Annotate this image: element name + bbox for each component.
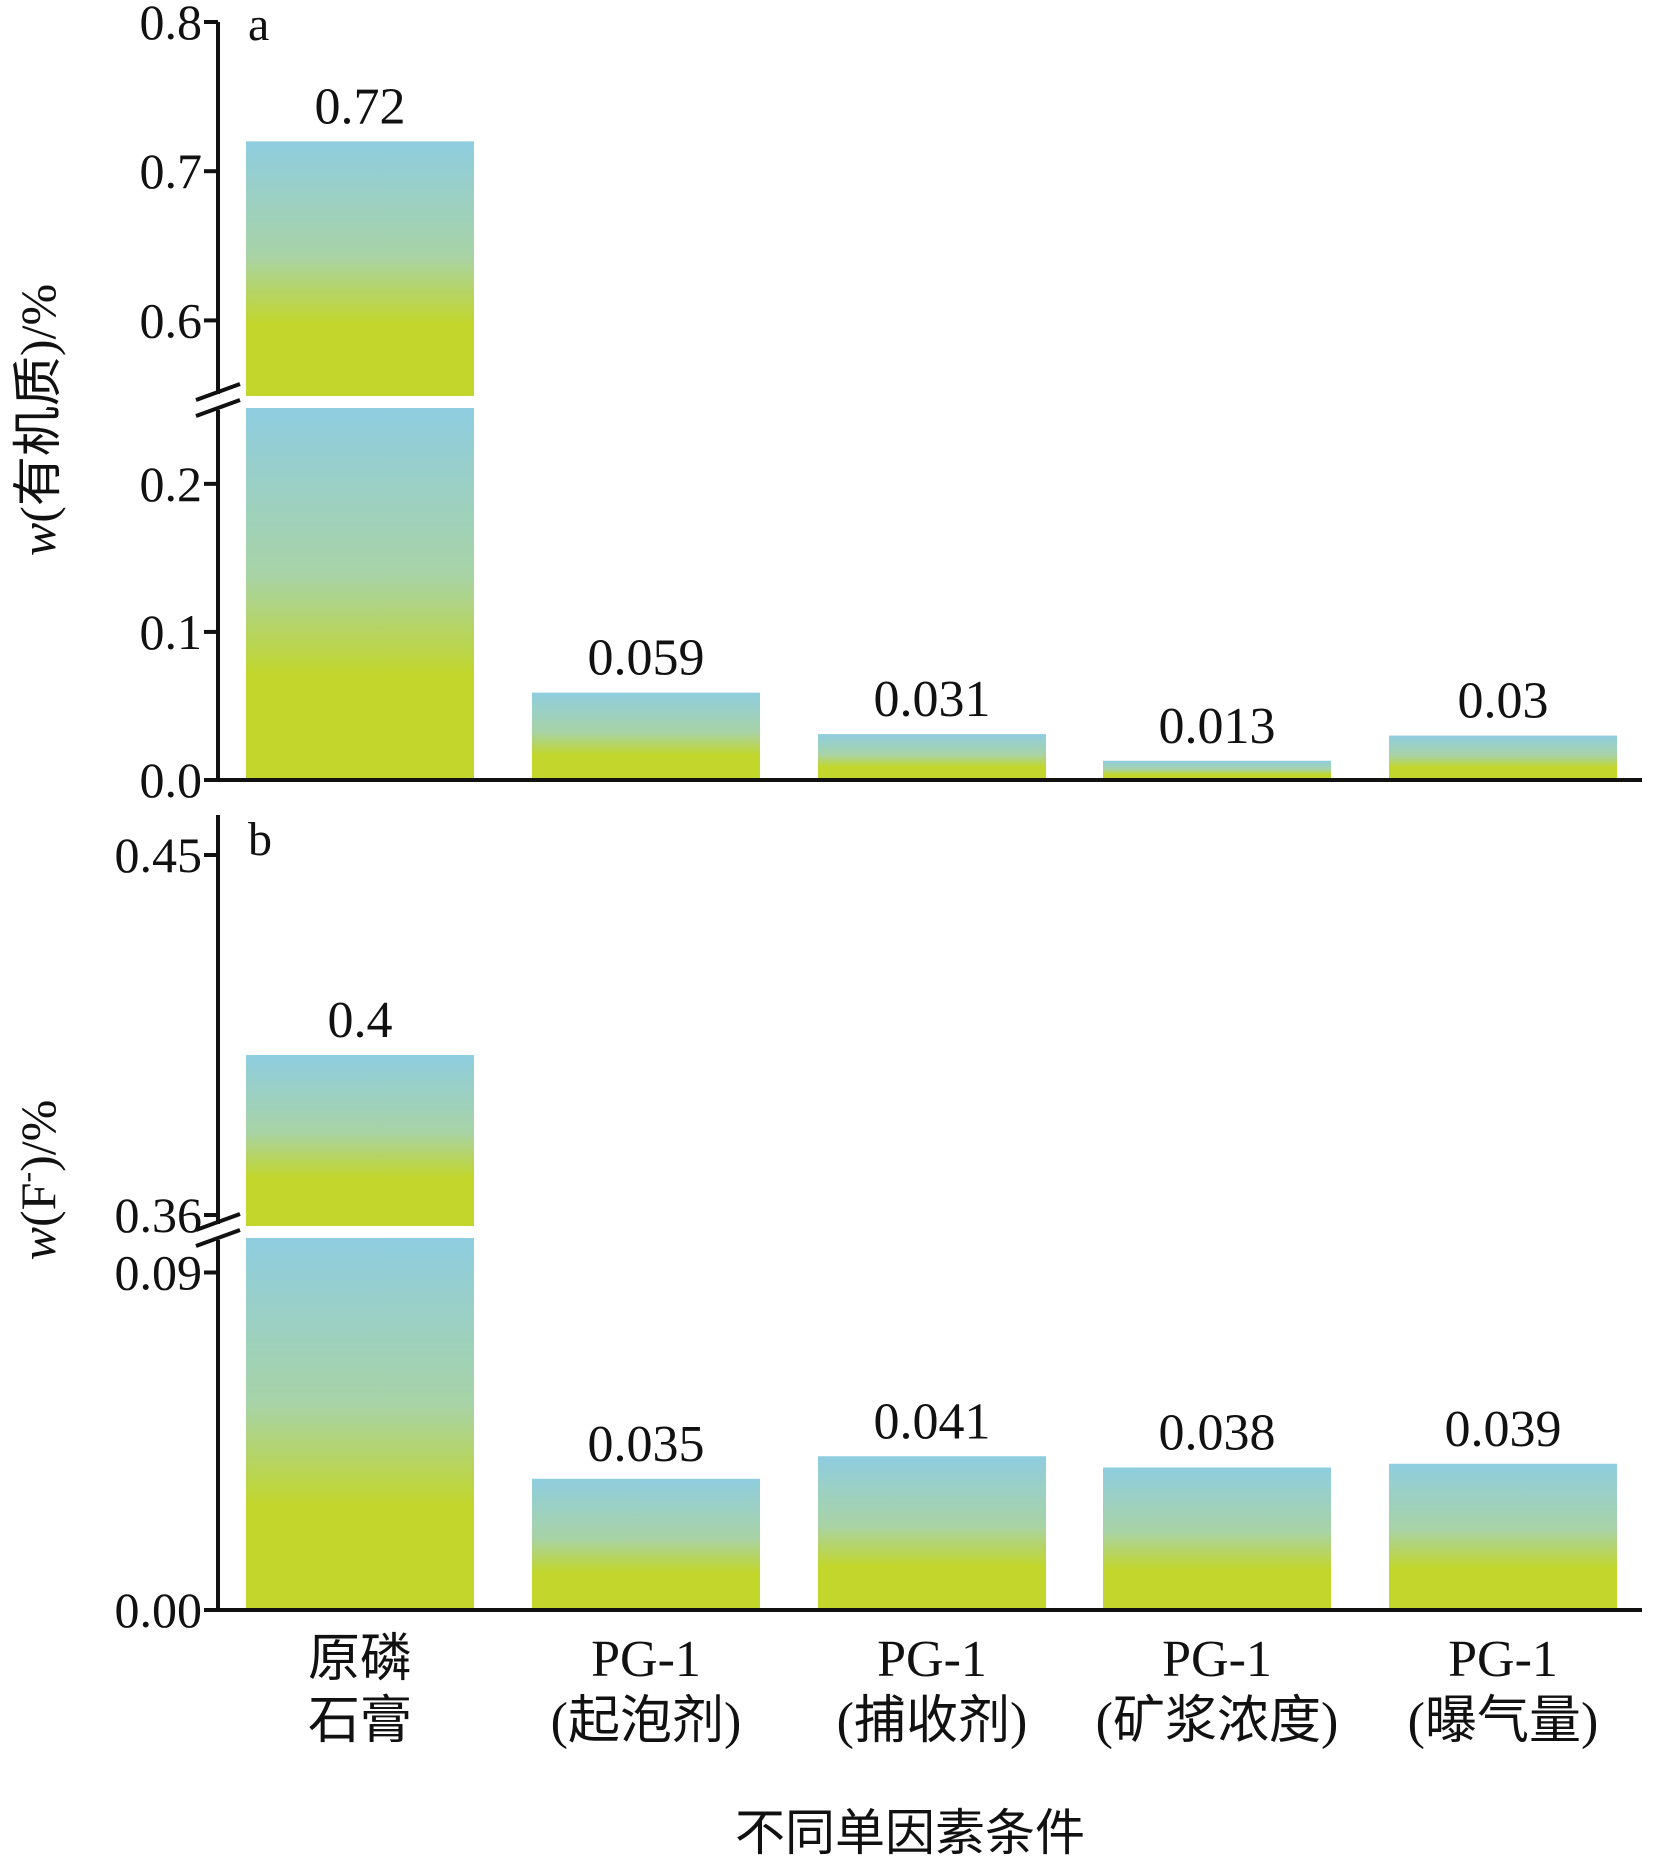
panel-letter-b: b — [248, 813, 272, 866]
axis-break-mark-a-1 — [195, 382, 241, 402]
y-axis-title-var-a: w — [10, 523, 66, 556]
data-label-a-2: 0.059 — [588, 630, 705, 687]
bar-a-1 — [246, 141, 474, 396]
x-category-label-2-line2: (起泡剂) — [551, 1693, 742, 1750]
data-label-b-2: 0.035 — [588, 1416, 705, 1473]
bar-b-1-lower — [246, 1238, 474, 1610]
axis-break-mark-a-2 — [195, 398, 241, 418]
data-label-a-1: 0.72 — [315, 78, 406, 135]
y-axis-title-end-b: )/% — [10, 1100, 66, 1172]
data-label-b-5: 0.039 — [1445, 1401, 1562, 1458]
panel-a: 0.72 0.059 0.031 0.013 0.03 0.0 0.1 0.2 0.6 0.7 0.… — [10, 0, 1642, 808]
data-label-a-4: 0.013 — [1159, 698, 1276, 755]
axis-break-mark-b-2 — [195, 1228, 241, 1248]
y-axis-title-rest-b: (F — [10, 1183, 66, 1227]
y-tick-label-a-upper-1: 0.7 — [140, 143, 203, 199]
bar-b-2 — [532, 1478, 760, 1610]
y-axis-title-sup-b: - — [8, 1172, 44, 1183]
bar-a-1-lower — [246, 408, 474, 780]
x-category-label-5-line1: PG-1 — [1448, 1631, 1558, 1688]
x-category-label-3-line2: (捕收剂) — [837, 1693, 1028, 1750]
x-category-label-2-line1: PG-1 — [591, 1631, 701, 1688]
data-label-b-1: 0.4 — [328, 992, 393, 1049]
y-tick-label-a-upper-0: 0.6 — [140, 292, 203, 348]
x-category-label-1-line1: 原磷 — [308, 1631, 412, 1688]
y-tick-label-a-lower-2: 0.2 — [140, 456, 203, 512]
panel-letter-a: a — [248, 0, 269, 51]
y-tick-label-a-upper-2: 0.8 — [140, 0, 203, 50]
data-label-a-3: 0.031 — [874, 671, 991, 728]
bar-b-1 — [246, 1055, 474, 1226]
x-category-label-5-line2: (曝气量) — [1408, 1693, 1599, 1750]
data-label-b-3: 0.041 — [874, 1393, 991, 1450]
bar-b-5 — [1389, 1463, 1617, 1610]
y-tick-label-b-upper-1: 0.45 — [115, 827, 203, 883]
panel-b: 0.4 0.035 0.041 0.038 0.039 0.00 0.090.36 0.45 b… — [8, 813, 1642, 1638]
x-category-label-4-line2: (矿浆浓度) — [1096, 1693, 1339, 1750]
x-category-label-1-line2: 石膏 — [308, 1693, 412, 1750]
data-label-b-4: 0.038 — [1159, 1405, 1276, 1462]
y-tick-label-a-lower-0: 0.0 — [140, 752, 203, 808]
bar-b-4 — [1103, 1467, 1331, 1610]
data-label-a-5: 0.03 — [1458, 673, 1549, 730]
y-tick-label-a-lower-1: 0.1 — [140, 604, 203, 660]
y-tick-label-b-upper-0: 0.36 — [115, 1187, 203, 1243]
y-tick-label-b-lower-0: 0.00 — [115, 1582, 203, 1638]
y-axis-title-rest-a: (有机质)/% — [10, 284, 66, 523]
x-category-label-3-line1: PG-1 — [877, 1631, 987, 1688]
y-axis-title-var-b: w — [10, 1227, 66, 1260]
bar-a-5 — [1389, 735, 1617, 780]
y-axis-title-b: w(F-)/% — [8, 1100, 66, 1261]
bar-a-4 — [1103, 760, 1331, 780]
bar-a-2 — [532, 692, 760, 780]
bar-a-3 — [818, 734, 1046, 780]
bar-b-3 — [818, 1456, 1046, 1610]
x-category-label-4-line1: PG-1 — [1162, 1631, 1272, 1688]
axis-break-mark-b-1 — [195, 1212, 241, 1232]
x-category-labels: 原磷石膏PG-1(起泡剂)PG-1(捕收剂)PG-1(矿浆浓度)PG-1(曝气量… — [308, 1631, 1598, 1750]
x-axis-title: 不同单因素条件 — [735, 1805, 1085, 1861]
y-axis-title-a: w(有机质)/% — [10, 284, 66, 556]
y-tick-label-b-lower-1: 0.09 — [115, 1245, 203, 1301]
